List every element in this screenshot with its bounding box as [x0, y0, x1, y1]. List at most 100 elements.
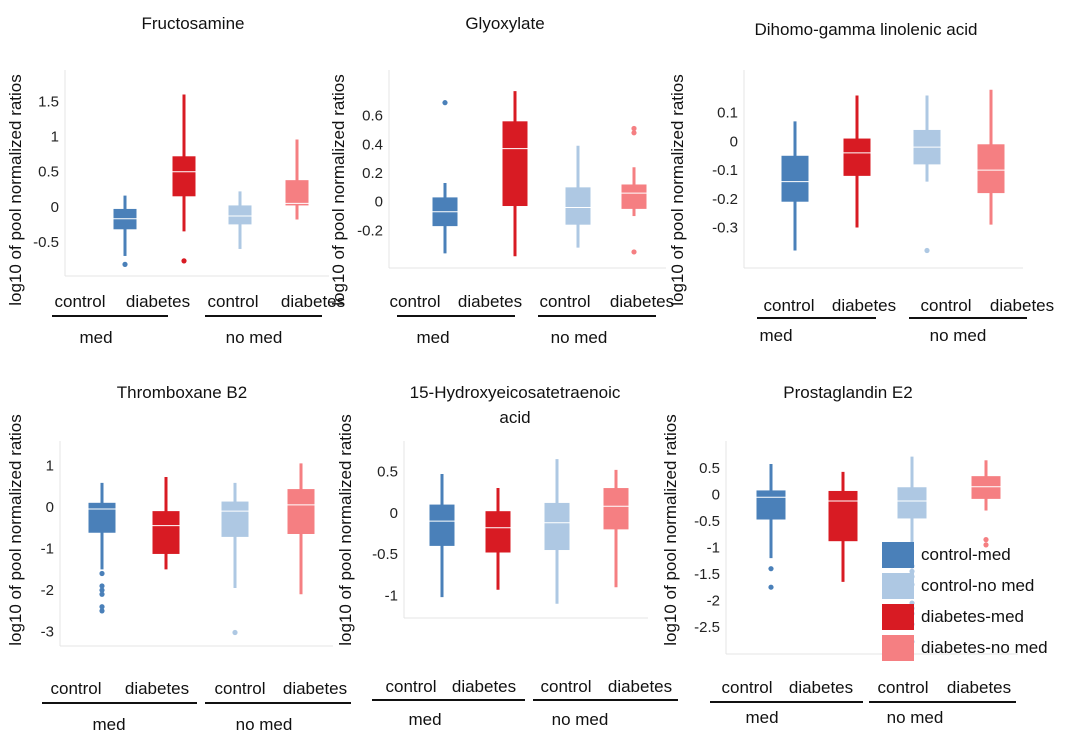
y-tick-label: 0 — [46, 499, 54, 516]
box-control-med — [781, 121, 809, 251]
panel-2: Glyoxylate log10 of pool normalized ratio… — [329, 14, 674, 347]
y-tick-label: 0.5 — [38, 164, 59, 181]
outlier-point — [122, 261, 128, 267]
panel-1: Fructosamine log10 of pool normalized rat… — [6, 14, 345, 347]
outlier-point — [99, 591, 105, 597]
outlier-point — [631, 125, 637, 132]
y-tick-label: -0.5 — [694, 513, 720, 530]
outlier-point — [983, 537, 989, 543]
box-body — [603, 488, 629, 530]
legend-swatch — [882, 542, 914, 568]
x-category-label: diabetes — [452, 677, 516, 696]
group-label: no med — [552, 710, 609, 729]
y-tick-label: 0 — [712, 487, 720, 504]
group-label: med — [92, 715, 125, 734]
box-body — [565, 187, 591, 225]
legend-label: diabetes-med — [921, 607, 1024, 626]
outlier-point — [99, 583, 105, 589]
panel-title: Fructosamine — [142, 14, 245, 33]
y-tick-label: -3 — [41, 624, 54, 641]
box-body — [977, 144, 1005, 194]
y-tick-label: -1 — [385, 587, 398, 604]
legend-swatch — [882, 573, 914, 599]
box-body — [502, 121, 528, 207]
x-category-label: diabetes — [458, 292, 522, 311]
y-tick-label: -0.5 — [372, 546, 398, 563]
y-axis-label: log10 of pool normalized ratios — [336, 414, 355, 646]
outlier-point — [631, 130, 637, 136]
group-label: med — [416, 328, 449, 347]
box-control-med — [756, 463, 786, 590]
legend-label: diabetes-no med — [921, 638, 1048, 657]
x-category-label: diabetes — [832, 296, 896, 315]
x-category-label: control — [207, 292, 258, 311]
outlier-point — [909, 568, 915, 574]
panel-title: Glyoxylate — [465, 14, 544, 33]
box-body — [544, 502, 570, 551]
y-axis-label: log10 of pool normalized ratios — [6, 74, 25, 306]
y-tick-label: -2 — [41, 582, 54, 599]
y-tick-label: 0.5 — [377, 464, 398, 481]
x-category-label: control — [385, 677, 436, 696]
y-tick-label: -0.1 — [712, 162, 738, 179]
box-body — [172, 156, 196, 197]
group-label: no med — [930, 326, 987, 345]
y-tick-label: 0.1 — [717, 105, 738, 122]
box-body — [897, 487, 927, 519]
panel-6: Prostaglandin E2 log10 of pool normalized… — [661, 383, 1018, 727]
box-body — [287, 489, 315, 534]
outlier-point — [768, 584, 774, 590]
box-body — [971, 476, 1001, 499]
panel-5: 15-Hydroxyeicosatetraenoic acid log10 of p… — [336, 383, 678, 729]
box-control-no-med — [221, 482, 249, 636]
y-tick-label: -1.5 — [694, 566, 720, 583]
legend-label: control-med — [921, 545, 1011, 564]
box-control-no-med — [544, 459, 570, 604]
x-category-label: control — [920, 296, 971, 315]
box-diabetes-no-med — [285, 139, 309, 220]
outlier-point — [99, 604, 105, 610]
y-tick-label: 0 — [730, 133, 738, 150]
y-tick-label: 0.2 — [362, 165, 383, 182]
y-axis-label: log10 of pool normalized ratios — [668, 74, 687, 306]
y-tick-label: -0.2 — [712, 191, 738, 208]
outlier-point — [99, 608, 105, 614]
y-tick-label: 0.6 — [362, 108, 383, 125]
box-body — [285, 180, 309, 206]
group-label: med — [759, 326, 792, 345]
y-tick-label: -0.3 — [712, 220, 738, 237]
box-diabetes-med — [828, 471, 858, 582]
y-tick-label: -2 — [707, 592, 720, 609]
outlier-point — [99, 570, 105, 577]
box-diabetes-med — [172, 94, 196, 264]
y-tick-label: 0 — [390, 505, 398, 522]
box-body — [828, 490, 858, 542]
panel-title: acid — [499, 408, 530, 427]
x-category-label: diabetes — [990, 296, 1054, 315]
box-body — [152, 511, 180, 554]
box-body — [843, 138, 871, 176]
box-diabetes-med — [152, 477, 180, 570]
y-axis-label: log10 of pool normalized ratios — [329, 74, 348, 306]
group-label: med — [408, 710, 441, 729]
box-control-med — [432, 100, 458, 254]
x-category-label: diabetes — [126, 292, 190, 311]
panel-title: Thromboxane B2 — [117, 383, 247, 402]
outlier-point — [442, 100, 448, 106]
outlier-point — [983, 542, 989, 548]
legend-swatch — [882, 635, 914, 661]
box-diabetes-no-med — [287, 463, 315, 595]
group-label: no med — [226, 328, 283, 347]
outlier-point — [924, 247, 930, 254]
box-diabetes-med — [502, 91, 528, 257]
y-tick-label: 1.5 — [38, 94, 59, 111]
y-axis-label: log10 of pool normalized ratios — [6, 414, 25, 646]
outlier-point — [631, 249, 637, 255]
legend-swatch — [882, 604, 914, 630]
x-category-label: diabetes — [608, 677, 672, 696]
x-category-label: control — [539, 292, 590, 311]
group-label: med — [745, 708, 778, 727]
box-body — [621, 184, 647, 209]
panel-title: 15-Hydroxyeicosatetraenoic — [410, 383, 621, 402]
box-body — [228, 205, 252, 225]
